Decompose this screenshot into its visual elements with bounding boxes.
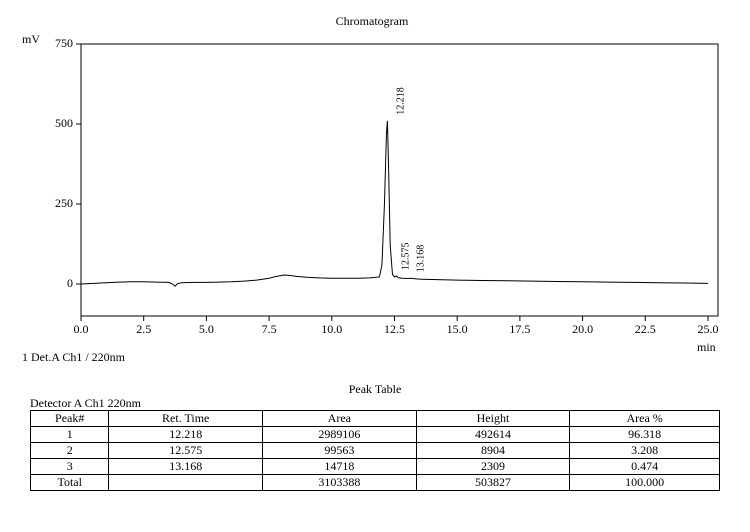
peak-label: 12.575 (401, 243, 412, 271)
peak-table: Peak# Ret. Time Area Height Area % 1 12.218 298… (29, 410, 720, 491)
x-axis-label: min (697, 340, 716, 354)
table-cell: 13.168 (108, 458, 263, 475)
y-tick-label: 250 (55, 196, 73, 210)
x-tick-label: 7.5 (262, 322, 277, 336)
table-cell: 14718 (262, 458, 417, 475)
x-tick-label: 2.5 (136, 322, 151, 336)
table-cell: 2309 (415, 458, 571, 475)
table-cell: 0.474 (569, 458, 720, 475)
table-cell: 503827 (415, 474, 571, 491)
table-cell: 99563 (262, 442, 417, 459)
table-header: Peak# Ret. Time Area Height Area % (29, 410, 720, 427)
peak-label: 12.218 (396, 87, 407, 115)
table-cell: 492614 (415, 426, 571, 443)
table-cell: Area % (569, 410, 720, 427)
y-tick-label: 0 (67, 276, 73, 290)
table-row: 2 12.575 99563 8904 3.208 (29, 442, 720, 459)
x-tick-label: 5.0 (199, 322, 214, 336)
table-cell: 3 (29, 458, 110, 475)
table-title: Peak Table (348, 382, 402, 396)
table-cell: 1 (29, 426, 110, 443)
x-tick-label: 15.0 (447, 322, 468, 336)
x-tick-label: 25.0 (697, 322, 718, 336)
table-row: 1 12.218 2989106 492614 96.318 (29, 426, 720, 443)
chart: Chromatogram mV min 1 Det.A Ch1 / 220nm … (22, 14, 719, 364)
table-row: 3 13.168 14718 2309 0.474 (29, 458, 720, 475)
peak-label: 13.168 (416, 245, 427, 273)
table-cell: Height (415, 410, 571, 427)
table-cell: 12.575 (108, 442, 263, 459)
table-cell: 3103388 (262, 474, 417, 491)
table-cell: Total (29, 474, 110, 491)
table-cell: Peak# (29, 410, 110, 427)
y-axis-label: mV (22, 32, 40, 46)
plot-frame (80, 43, 719, 317)
x-tick-label: 0.0 (74, 322, 89, 336)
table-cell: Area (262, 410, 417, 427)
trace (80, 120, 708, 287)
chart-title: Chromatogram (336, 14, 409, 28)
table-cell: Ret. Time (108, 410, 263, 427)
table-cell: 2989106 (262, 426, 417, 443)
table-cell: 2 (29, 442, 110, 459)
x-tick-label: 10.0 (321, 322, 342, 336)
table-caption: Detector A Ch1 220nm (30, 396, 141, 410)
table-cell: 12.218 (108, 426, 263, 443)
table-cell: 3.208 (569, 442, 720, 459)
y-tick-label: 750 (55, 36, 73, 50)
x-tick-label: 12.5 (384, 322, 405, 336)
y-tick-label: 500 (55, 116, 73, 130)
x-tick-label: 17.5 (509, 322, 530, 336)
x-tick-label: 20.0 (572, 322, 593, 336)
table-cell: 100.000 (569, 474, 720, 491)
detector-note: 1 Det.A Ch1 / 220nm (22, 350, 126, 364)
x-tick-label: 22.5 (635, 322, 656, 336)
table-cell: 8904 (415, 442, 571, 459)
table-row: Total 3103388 503827 100.000 (29, 474, 720, 491)
table-cell: 96.318 (569, 426, 720, 443)
table-cell (108, 474, 263, 491)
